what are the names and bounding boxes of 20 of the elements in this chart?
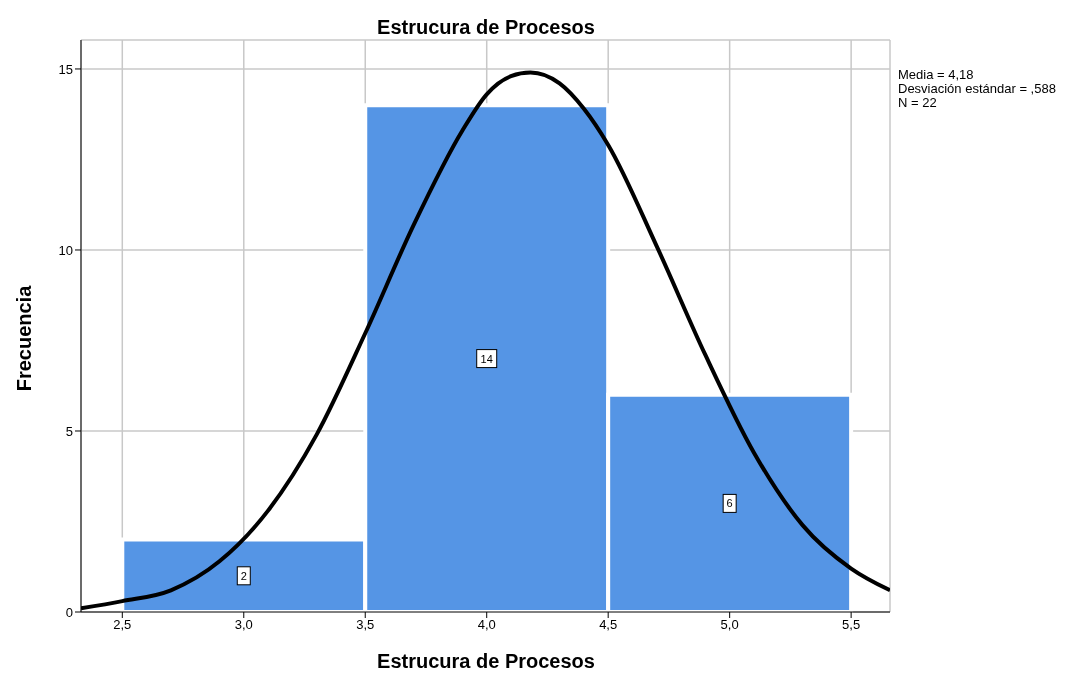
data-label: 6 bbox=[726, 497, 733, 510]
x-tick-label: 4,5 bbox=[599, 617, 618, 633]
y-tick-label: 5 bbox=[65, 423, 73, 439]
chart-title: Estrucura de Procesos bbox=[376, 16, 596, 39]
x-tick-label: 5,0 bbox=[720, 617, 739, 633]
text: N = 22 bbox=[898, 95, 938, 110]
y-axis-title: Frecuencia bbox=[13, 285, 37, 391]
x-tick-label: 3,0 bbox=[234, 617, 253, 633]
text: Media = 4,18 bbox=[898, 67, 975, 82]
x-tick-label: 3,5 bbox=[356, 617, 375, 633]
data-label: 2 bbox=[240, 569, 247, 582]
x-tick-label: 4,0 bbox=[477, 617, 496, 633]
data-label: 14 bbox=[480, 352, 493, 365]
text: Desviación estándar = ,588 bbox=[898, 81, 1056, 96]
x-tick-label: 2,5 bbox=[113, 617, 132, 633]
y-tick-label: 0 bbox=[65, 604, 73, 620]
x-tick-label: 5,5 bbox=[842, 617, 861, 633]
y-tick-label: 15 bbox=[58, 61, 73, 77]
x-axis-title: Estrucura de Procesos bbox=[376, 650, 596, 673]
y-tick-label: 10 bbox=[58, 242, 73, 258]
